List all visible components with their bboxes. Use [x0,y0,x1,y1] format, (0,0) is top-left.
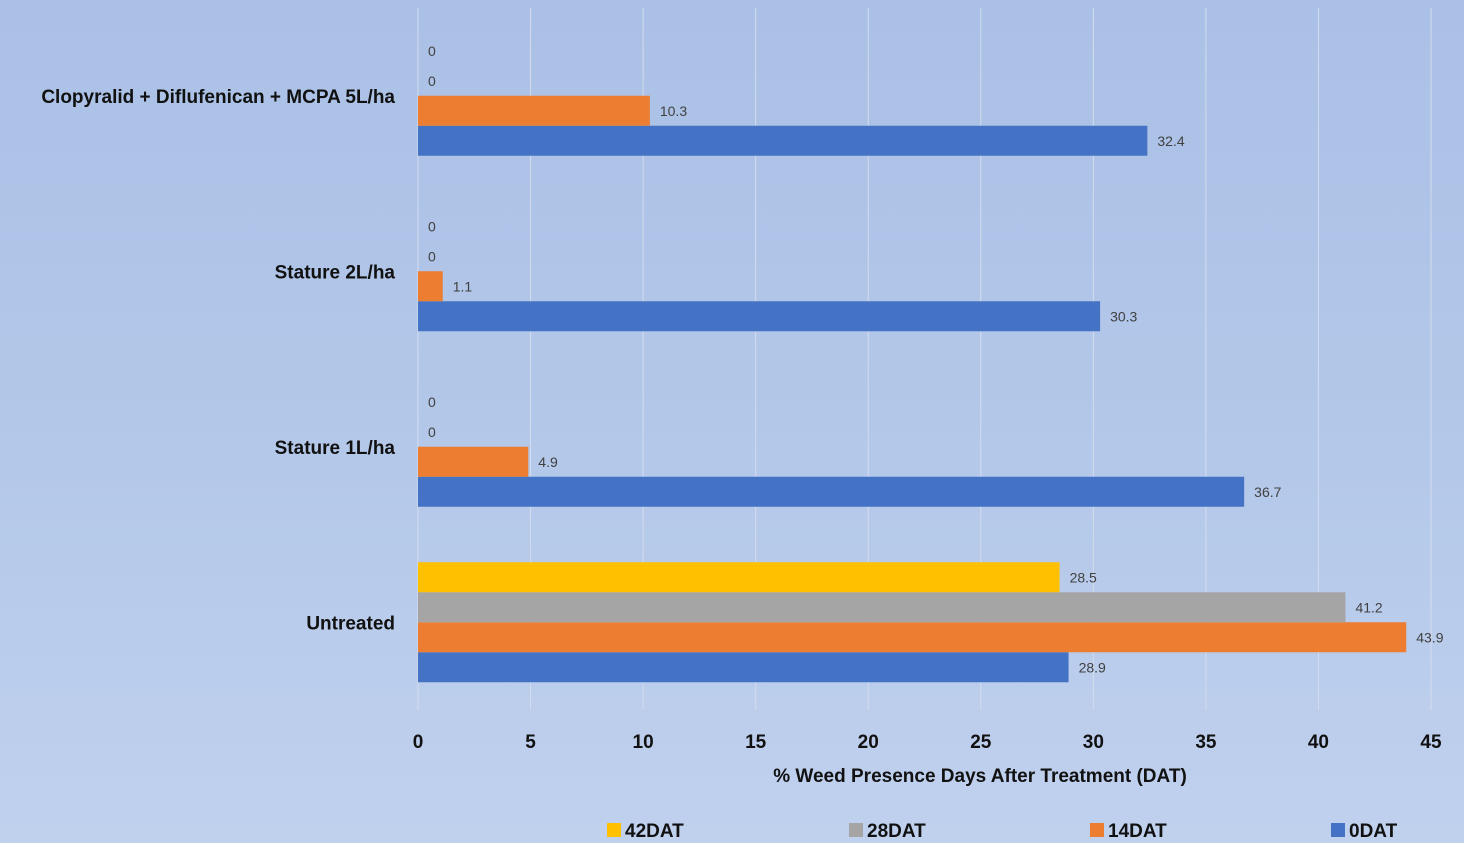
x-tick-label: 15 [745,732,767,753]
data-label: 0 [428,248,436,264]
data-labels: 28.9 43.9 41.2 28.5 36.7 4.9 0 0 30.3 1.1 0 0 32.4 10… [428,43,1444,676]
category-label: Clopyralid + Diflufenican + MCPA 5L/ha [41,87,395,108]
x-tick-label: 20 [858,732,879,753]
bar-0dat [418,652,1069,683]
legend-swatch [1090,823,1104,837]
data-label: 0 [428,218,436,234]
x-tick-label: 25 [970,732,992,753]
data-label: 0 [428,73,436,89]
x-tick-label: 30 [1083,732,1104,753]
x-tick-label: 10 [633,732,654,753]
x-tick-label: 40 [1308,732,1329,753]
x-tick-labels: 0 5 10 15 20 25 30 35 40 45 [413,732,1442,753]
bar-0dat [418,476,1245,507]
legend-swatch [849,823,863,837]
bar-14dat [418,95,650,126]
x-tick-label: 0 [413,732,424,753]
bar-0dat [418,301,1101,332]
legend-label: 14DAT [1108,821,1167,842]
bar-0dat [418,125,1148,156]
legend-item: 42DAT [607,821,684,842]
bar-28dat [418,592,1346,623]
legend-item: 28DAT [849,821,926,842]
legend: 42DAT 28DAT 14DAT 0DAT [607,821,1398,842]
data-label: 28.9 [1079,659,1106,675]
legend-label: 28DAT [867,821,926,842]
data-label: 10.3 [660,103,687,119]
data-label: 41.2 [1355,599,1382,615]
legend-swatch [1331,823,1345,837]
category-label: Stature 1L/ha [275,438,396,459]
bar-14dat [418,271,443,302]
legend-item: 14DAT [1090,821,1167,842]
data-label: 1.1 [453,278,473,294]
x-tick-label: 45 [1420,732,1442,753]
data-label: 43.9 [1416,629,1443,645]
data-label: 0 [428,424,436,440]
data-label: 28.5 [1070,569,1097,585]
x-tick-label: 35 [1195,732,1217,753]
bar-14dat [418,622,1407,653]
category-label: Untreated [306,613,395,634]
legend-label: 0DAT [1349,821,1398,842]
data-label: 0 [428,394,436,410]
data-label: 30.3 [1110,308,1137,324]
data-label: 36.7 [1254,484,1281,500]
legend-item: 0DAT [1331,821,1398,842]
bar-42dat [418,562,1060,593]
x-tick-label: 5 [525,732,536,753]
category-labels: Untreated Stature 1L/ha Stature 2L/ha Clopy… [41,87,395,635]
category-label: Stature 2L/ha [275,262,396,283]
bars [418,95,1407,683]
data-label: 0 [428,43,436,59]
x-axis-title: % Weed Presence Days After Treatment (DA… [773,766,1187,787]
legend-swatch [607,823,621,837]
data-label: 4.9 [538,454,558,470]
legend-label: 42DAT [625,821,684,842]
data-label: 32.4 [1157,133,1184,149]
bar-14dat [418,446,529,477]
